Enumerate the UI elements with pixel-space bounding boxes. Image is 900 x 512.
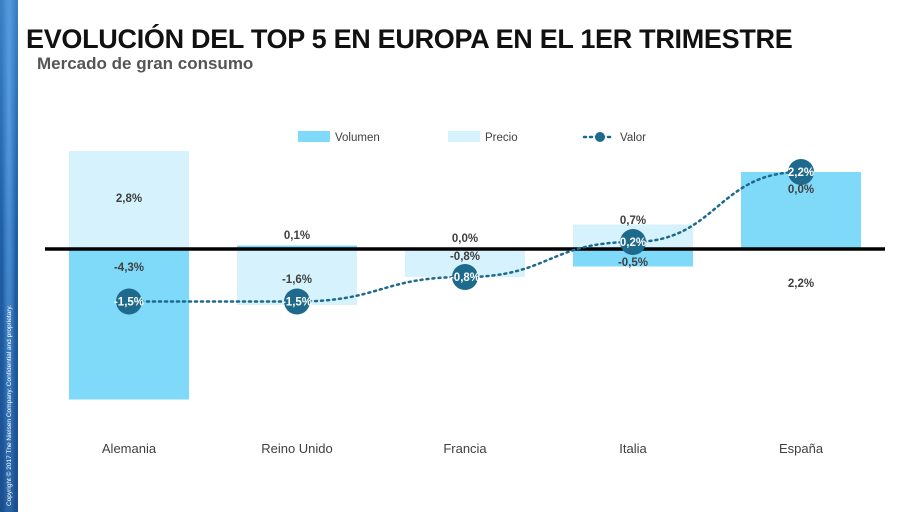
precio-label-espana: 0,0% bbox=[788, 184, 814, 196]
valor-marker-italia bbox=[620, 229, 646, 255]
x-tick-italia: Italia bbox=[619, 441, 647, 456]
precio-label-reino-unido: -1,6% bbox=[282, 274, 312, 286]
valor-marker-reino-unido bbox=[284, 288, 310, 315]
x-tick-francia: Francia bbox=[443, 441, 487, 456]
sidebar-glow bbox=[0, 0, 18, 512]
volumen-label-alemania: -4,3% bbox=[114, 262, 144, 274]
valor-marker-francia bbox=[452, 264, 478, 290]
x-tick-reino-unido: Reino Unido bbox=[261, 441, 333, 456]
bar-volumen-alemania bbox=[69, 249, 189, 400]
legend-label-precio: Precio bbox=[485, 132, 518, 144]
volumen-label-italia: -0,5% bbox=[618, 257, 648, 269]
precio-label-francia: -0,8% bbox=[450, 251, 480, 263]
valor-marker-alemania bbox=[116, 288, 142, 315]
x-tick-alemania: Alemania bbox=[102, 441, 157, 456]
valor-line-layer bbox=[116, 159, 814, 315]
valor-label-alemania: -1,5% bbox=[114, 297, 144, 309]
valor-label-francia: -0,8% bbox=[450, 272, 480, 284]
valor-label-italia: 0,2% bbox=[620, 237, 646, 249]
legend-marker-valor bbox=[595, 132, 605, 142]
sidebar-strip: Copyright © 2017 The Nielsen Company. Co… bbox=[0, 0, 18, 512]
legend-label-volumen: Volumen bbox=[335, 132, 380, 144]
legend-label-valor: Valor bbox=[620, 132, 646, 144]
data-labels-layer: -1,5% -1,5% -0,8% 0,2% 2,2% -4,3% 2,8% 0,1% -1,6… bbox=[114, 167, 814, 309]
legend-swatch-volumen bbox=[298, 131, 330, 142]
valor-label-reino-unido: -1,5% bbox=[282, 297, 312, 309]
valor-marker-espana bbox=[788, 159, 814, 185]
legend-swatch-precio bbox=[448, 131, 480, 142]
precio-label-alemania: 2,8% bbox=[116, 193, 142, 205]
bar-volumen-italia bbox=[573, 249, 693, 267]
valor-line bbox=[127, 170, 803, 303]
volumen-label-espana: 2,2% bbox=[788, 278, 814, 290]
volumen-label-reino-unido: 0,1% bbox=[284, 230, 310, 242]
x-tick-espana: España bbox=[779, 441, 824, 456]
valor-label-espana: 2,2% bbox=[788, 167, 814, 179]
page-title: EVOLUCIÓN DEL TOP 5 EN EUROPA EN EL 1ER … bbox=[26, 24, 793, 54]
chart-legend: Volumen Precio Valor bbox=[298, 131, 646, 144]
precio-label-italia: 0,7% bbox=[620, 215, 646, 227]
x-axis-ticks: Alemania Reino Unido Francia Italia España bbox=[102, 441, 824, 456]
bar-precio-alemania bbox=[69, 151, 189, 249]
volumen-label-francia: 0,0% bbox=[452, 233, 478, 245]
page-subtitle: Mercado de gran consumo bbox=[37, 54, 254, 73]
